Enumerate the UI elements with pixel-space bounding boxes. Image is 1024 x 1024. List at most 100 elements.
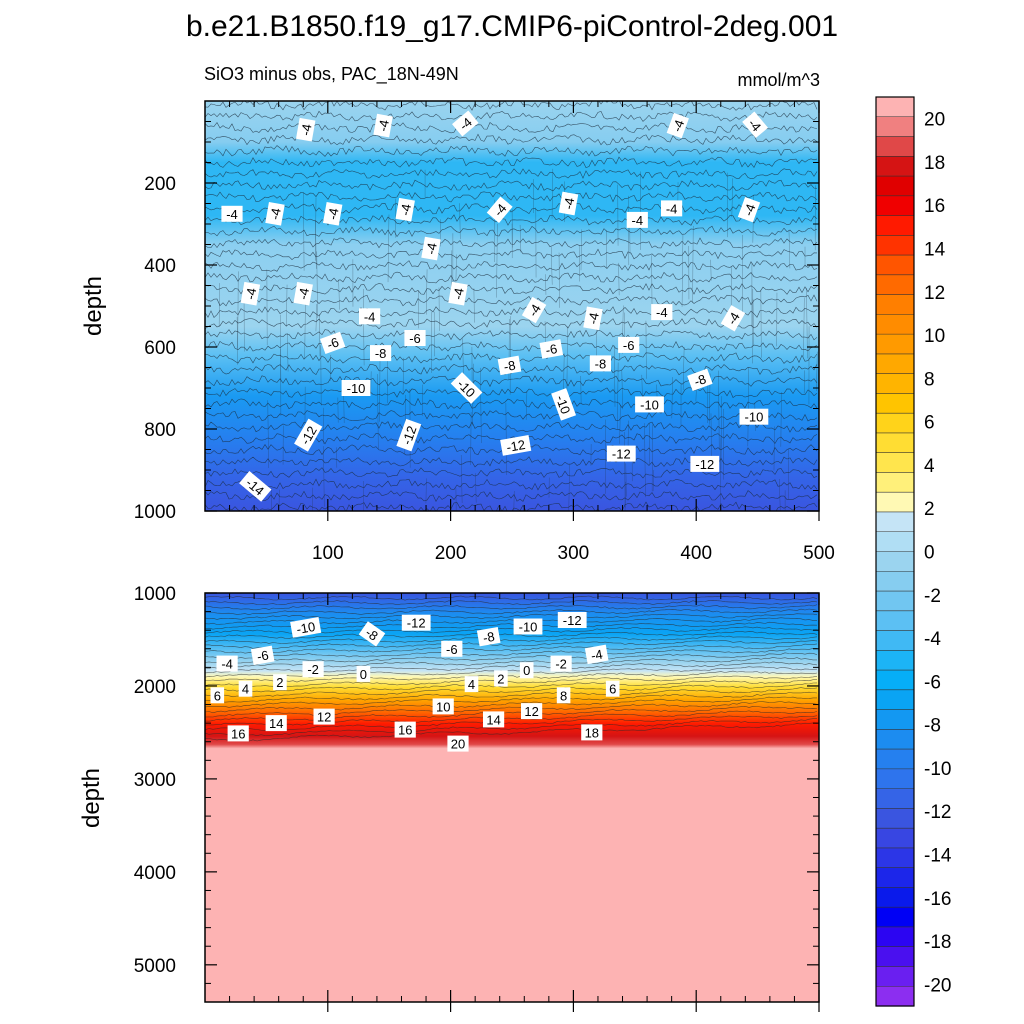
contour-label-bg bbox=[666, 112, 689, 139]
colorbar-swatch bbox=[876, 788, 914, 809]
contour-label: -10 bbox=[341, 380, 371, 396]
colorbar-swatch bbox=[876, 828, 914, 849]
contour-label-bg bbox=[210, 687, 225, 704]
contour-label: -12 bbox=[690, 455, 720, 472]
contour-line bbox=[205, 675, 818, 687]
contour-label: 14 bbox=[483, 711, 505, 728]
contour-label-bg bbox=[513, 618, 543, 635]
contour-label-bg bbox=[295, 117, 316, 142]
contour-streak bbox=[426, 269, 428, 315]
colorbar-tick-label: 2 bbox=[924, 499, 935, 520]
colorbar-swatch bbox=[876, 195, 914, 217]
contour-label-text: -8 bbox=[692, 371, 708, 389]
contour-line bbox=[205, 648, 817, 659]
contour-label-text: -4 bbox=[267, 207, 284, 221]
contour-line bbox=[205, 599, 818, 606]
contour-label-text: -4 bbox=[656, 305, 668, 320]
contour-label-bg bbox=[341, 380, 371, 396]
contour-label-bg bbox=[359, 308, 381, 325]
contour-streak bbox=[379, 359, 381, 422]
contour-label: 6 bbox=[605, 680, 620, 697]
contour-label-bg bbox=[447, 735, 469, 752]
contour-streak bbox=[707, 383, 709, 423]
contour-label: -4 bbox=[666, 112, 689, 139]
upper-ticks bbox=[205, 101, 820, 521]
contour-label-bg bbox=[358, 621, 386, 647]
contour-streak bbox=[387, 214, 390, 283]
contour-label: -4 bbox=[221, 205, 243, 222]
contour-label: -2 bbox=[550, 655, 572, 672]
contour-label-text: 8 bbox=[560, 688, 567, 703]
contour-label-text: -4 bbox=[666, 201, 678, 216]
contour-line bbox=[205, 722, 818, 742]
contour-label-bg bbox=[421, 236, 441, 261]
contour-label-text: -2 bbox=[555, 657, 567, 672]
contour-label-text: -4 bbox=[375, 119, 392, 133]
contour-streak bbox=[682, 347, 685, 391]
contour-streak bbox=[671, 377, 673, 419]
contour-label: 18 bbox=[581, 724, 603, 741]
contour-label-text: -4 bbox=[590, 647, 604, 664]
contour-line bbox=[205, 340, 818, 352]
contour-label-bg bbox=[432, 698, 454, 715]
contour-label-bg bbox=[441, 640, 463, 657]
colorbar-tick-label: -6 bbox=[924, 672, 941, 693]
contour-label: -8 bbox=[358, 621, 386, 647]
colorbar-tick-label: 16 bbox=[924, 196, 945, 217]
contour-line bbox=[205, 652, 818, 664]
units-label: mmol/m^3 bbox=[738, 70, 820, 90]
contour-streak bbox=[315, 304, 318, 332]
contour-label-bg bbox=[605, 680, 620, 697]
contour-streak bbox=[287, 333, 289, 372]
contour-label-text: -6 bbox=[409, 331, 421, 346]
contour-label: -10 bbox=[551, 388, 577, 421]
contour-streak bbox=[338, 279, 340, 310]
colorbar-swatch bbox=[876, 867, 914, 889]
contour-label-bg bbox=[250, 645, 275, 666]
contour-label: -12 bbox=[500, 435, 532, 456]
contour-streak bbox=[315, 220, 317, 269]
contour-streak bbox=[218, 283, 220, 327]
contour-label-bg bbox=[395, 197, 415, 222]
contour-label-bg bbox=[227, 725, 249, 742]
y-tick-label: 200 bbox=[144, 174, 176, 195]
colorbar-tick-label: -20 bbox=[924, 975, 951, 996]
contour-label-text: 14 bbox=[486, 712, 500, 727]
contour-streak bbox=[551, 168, 554, 219]
contour-line bbox=[205, 687, 818, 703]
contour-line bbox=[205, 202, 818, 215]
contour-line bbox=[205, 386, 818, 398]
colorbar-tick-label: 10 bbox=[924, 326, 945, 347]
colorbar-swatch bbox=[876, 729, 914, 750]
contour-label-bg bbox=[265, 201, 285, 226]
contour-streak bbox=[525, 391, 528, 420]
contour-label: -8 bbox=[589, 355, 611, 372]
upper-panel: 200 400 600 800 1000 100 200 300 400 500 depth -… bbox=[80, 100, 835, 564]
contour-label: 20 bbox=[447, 735, 469, 752]
contour-streak bbox=[718, 370, 720, 451]
contour-label-text: -8 bbox=[375, 346, 387, 361]
contour-label: 8 bbox=[556, 687, 571, 704]
contour-label: 16 bbox=[227, 725, 249, 742]
contour-streak bbox=[614, 345, 616, 407]
contour-label-text: -6 bbox=[544, 341, 558, 358]
contour-label: -4 bbox=[584, 644, 609, 665]
contour-label-bg bbox=[500, 435, 532, 456]
colorbar-swatch bbox=[876, 630, 914, 651]
contour-streak bbox=[624, 481, 626, 511]
colorbar-swatch bbox=[876, 492, 914, 513]
contour-streak bbox=[621, 369, 623, 410]
contour-label-text: -4 bbox=[450, 287, 467, 301]
contour-streak bbox=[580, 229, 582, 271]
contour-streak bbox=[459, 203, 461, 240]
contour-label-bg bbox=[373, 113, 393, 138]
contour-line bbox=[205, 306, 818, 319]
y-tick-label: 4000 bbox=[134, 863, 176, 884]
colorbar-tick-label: -2 bbox=[924, 586, 941, 607]
contour-line bbox=[205, 701, 818, 718]
contour-label-bg bbox=[556, 687, 571, 704]
colorbar-swatch bbox=[876, 156, 914, 177]
colorbar-swatch bbox=[876, 472, 914, 493]
contour-label: 2 bbox=[273, 674, 287, 691]
colorbar-tick-label: 8 bbox=[924, 369, 935, 390]
